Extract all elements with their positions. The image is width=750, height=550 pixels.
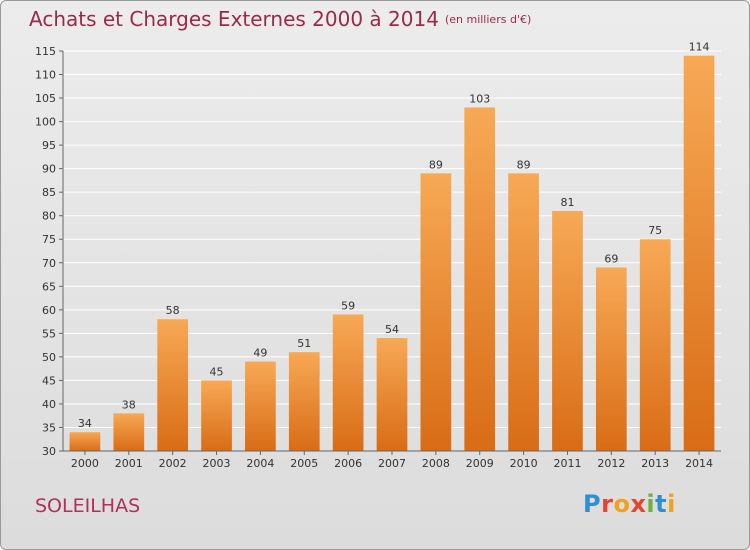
y-tick-label: 35 — [42, 421, 56, 434]
place-name: SOLEILHAS — [35, 495, 141, 517]
bar-value-label: 54 — [385, 323, 399, 336]
bar-2005 — [288, 352, 320, 451]
y-tick-label: 90 — [42, 163, 56, 176]
bar-2014 — [683, 55, 715, 452]
bar-value-label: 38 — [122, 398, 136, 411]
bar-2012 — [595, 267, 627, 451]
bar-value-label: 81 — [560, 196, 574, 209]
y-tick-label: 75 — [42, 233, 56, 246]
bar-value-label: 59 — [341, 300, 355, 313]
bar-2013 — [639, 239, 671, 451]
y-tick-label: 105 — [35, 92, 56, 105]
x-tick-label: 2006 — [334, 457, 362, 470]
x-tick-label: 2003 — [203, 457, 231, 470]
y-tick-label: 115 — [35, 45, 56, 58]
x-tick-label: 2014 — [685, 457, 713, 470]
y-tick-label: 95 — [42, 139, 56, 152]
bar-2008 — [420, 173, 452, 451]
bar-2011 — [552, 211, 583, 451]
y-tick-label: 50 — [42, 351, 56, 364]
x-tick-label: 2000 — [71, 457, 99, 470]
y-tick-label: 70 — [42, 257, 56, 270]
x-tick-label: 2013 — [641, 457, 669, 470]
bar-2009 — [464, 107, 496, 452]
proxiti-logo: Proxiti — [583, 490, 676, 518]
x-tick-label: 2012 — [597, 457, 625, 470]
bar-value-label: 103 — [469, 92, 490, 105]
y-tick-label: 80 — [42, 210, 56, 223]
logo-letter: o — [613, 490, 631, 518]
logo-letter: i — [646, 490, 656, 518]
x-tick-label: 2001 — [115, 457, 143, 470]
y-tick-label: 85 — [42, 186, 56, 199]
logo-letter: i — [667, 490, 676, 518]
bar-value-label: 69 — [604, 252, 618, 265]
bar-2010 — [508, 173, 539, 451]
bar-value-label: 75 — [648, 224, 662, 237]
x-tick-label: 2005 — [290, 457, 318, 470]
bar-2004 — [245, 361, 276, 451]
logo-letter: x — [630, 490, 647, 518]
y-tick-label: 60 — [42, 304, 56, 317]
bar-value-label: 114 — [689, 41, 710, 54]
logo-letter: t — [655, 490, 668, 518]
bar-value-label: 51 — [297, 337, 311, 350]
y-tick-label: 100 — [35, 116, 56, 129]
bar-value-label: 34 — [78, 417, 92, 430]
logo-letter: P — [583, 490, 602, 518]
logo-letter: r — [601, 490, 614, 518]
chart-title-text: Achats et Charges Externes 2000 à 2014 — [29, 7, 439, 31]
bar-value-label: 58 — [166, 304, 180, 317]
bar-value-label: 89 — [429, 158, 443, 171]
bar-2000 — [69, 432, 101, 451]
bar-2007 — [376, 338, 408, 451]
bar-2003 — [201, 380, 232, 451]
bar-2006 — [332, 314, 364, 451]
chart-unit: (en milliers d'€) — [444, 13, 532, 26]
y-tick-label: 110 — [35, 69, 56, 82]
x-tick-label: 2002 — [159, 457, 187, 470]
x-tick-label: 2010 — [510, 457, 538, 470]
chart-title: Achats et Charges Externes 2000 à 2014 (e… — [29, 7, 531, 31]
y-tick-label: 65 — [42, 280, 56, 293]
x-tick-label: 2011 — [553, 457, 581, 470]
y-tick-label: 30 — [42, 445, 56, 458]
bar-2001 — [113, 413, 145, 451]
y-tick-label: 40 — [42, 398, 56, 411]
x-tick-label: 2007 — [378, 457, 406, 470]
bar-value-label: 45 — [210, 365, 224, 378]
x-tick-label: 2009 — [466, 457, 494, 470]
y-tick-label: 55 — [42, 327, 56, 340]
x-tick-label: 2008 — [422, 457, 450, 470]
bar-value-label: 89 — [517, 158, 531, 171]
x-tick-label: 2004 — [246, 457, 274, 470]
bar-2002 — [157, 319, 189, 451]
y-tick-label: 45 — [42, 374, 56, 387]
bar-value-label: 49 — [253, 347, 267, 360]
